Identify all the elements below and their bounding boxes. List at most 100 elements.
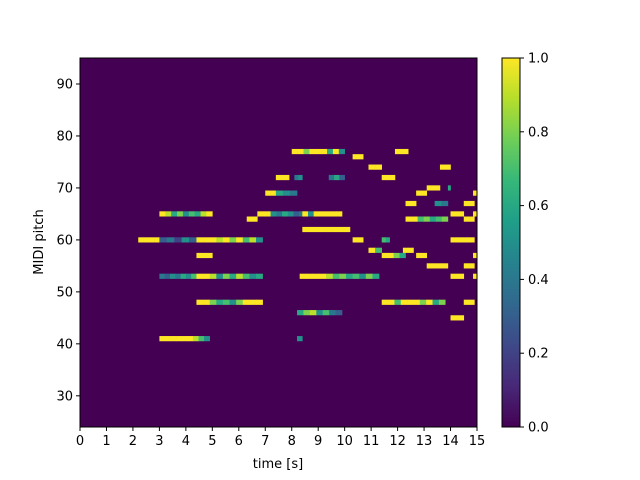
y-tick-label: 30: [56, 389, 73, 404]
note-cell: [236, 299, 244, 305]
note-cell: [381, 252, 388, 259]
note-cell: [463, 200, 470, 207]
colorbar-tick-label: 1.0: [528, 52, 549, 67]
note-cell: [357, 237, 364, 243]
note-cell: [191, 273, 197, 279]
note-cell: [399, 252, 406, 259]
note-cell: [463, 216, 470, 222]
x-tick-label: 0: [76, 434, 84, 449]
colorbar-tick-label: 0.0: [528, 421, 549, 436]
x-tick-label: 11: [363, 434, 380, 449]
note-cell: [325, 211, 331, 217]
note-cell: [303, 148, 310, 155]
note-cell: [345, 273, 353, 279]
note-cell: [265, 190, 271, 196]
note-cell: [405, 200, 412, 207]
note-cell: [401, 148, 409, 155]
note-cell: [222, 273, 230, 279]
note-cell: [154, 237, 160, 243]
note-cell: [282, 190, 291, 196]
note-cell: [282, 174, 290, 181]
note-cell: [216, 273, 224, 279]
note-cell: [138, 237, 144, 243]
note-cell: [194, 211, 201, 217]
note-cell: [411, 216, 418, 222]
note-cell: [204, 336, 210, 342]
note-cell: [306, 273, 314, 279]
x-axis-label: time [s]: [253, 457, 303, 472]
note-cell: [315, 148, 322, 155]
note-cell: [394, 148, 402, 155]
x-tick-label: 10: [336, 434, 353, 449]
x-tick-label: 1: [102, 434, 110, 449]
x-axis-ticks: 0 1 2 3 4 5 6 7 8 9 10 11 12 13 14 15: [76, 427, 485, 449]
note-cell: [256, 299, 263, 305]
note-cell: [287, 211, 294, 217]
note-cell: [159, 237, 168, 243]
note-cell: [450, 237, 457, 243]
note-cell: [192, 336, 199, 342]
note-cell: [309, 310, 317, 316]
note-cell: [297, 310, 304, 316]
note-cell: [419, 299, 427, 305]
note-cell: [164, 336, 171, 342]
note-cell: [203, 273, 210, 279]
note-cell: [275, 190, 284, 196]
note-cell: [439, 164, 446, 170]
note-cell: [372, 273, 380, 279]
note-cell: [410, 200, 417, 207]
note-cell: [335, 310, 343, 316]
note-cell: [438, 299, 446, 305]
note-cell: [326, 226, 333, 233]
note-cell: [263, 211, 271, 217]
x-tick-label: 5: [208, 434, 216, 449]
note-cell: [388, 299, 395, 305]
note-cell: [338, 148, 345, 155]
note-cell: [180, 273, 187, 279]
note-cell: [408, 247, 414, 253]
note-cell: [209, 273, 217, 279]
note-cell: [307, 211, 314, 217]
note-cell: [327, 148, 334, 155]
note-cell: [332, 226, 339, 233]
note-cell: [416, 190, 422, 196]
note-cell: [312, 273, 320, 279]
note-cell: [330, 211, 337, 217]
note-cell: [270, 211, 277, 217]
note-cell: [309, 148, 316, 155]
note-cell: [201, 252, 208, 259]
note-cell: [352, 273, 360, 279]
note-cell: [450, 315, 458, 321]
note-cell: [457, 315, 465, 321]
note-cell: [321, 148, 328, 155]
note-cell: [246, 216, 253, 222]
note-cell: [289, 190, 298, 196]
note-cell: [339, 273, 347, 279]
note-cell: [257, 211, 265, 217]
note-cell: [170, 336, 177, 342]
note-cell: [148, 237, 155, 243]
note-cell: [468, 237, 475, 243]
note-cell: [189, 237, 197, 243]
note-cell: [249, 237, 257, 243]
x-tick-label: 7: [261, 434, 269, 449]
y-axis-ticks: 30 40 50 60 70 80 90: [56, 77, 80, 404]
note-cell: [196, 299, 204, 305]
note-cell: [433, 263, 442, 269]
note-cell: [426, 185, 434, 191]
note-cell: [338, 226, 345, 233]
note-cell: [375, 164, 383, 170]
note-cell: [222, 299, 230, 305]
note-cell: [282, 211, 289, 217]
x-tick-label: 3: [155, 434, 163, 449]
note-cell: [229, 237, 237, 243]
note-cell: [426, 263, 435, 269]
note-cell: [188, 211, 195, 217]
colorbar-tick-label: 0.8: [528, 125, 549, 140]
note-cell: [209, 237, 217, 243]
note-cell: [344, 226, 351, 233]
note-cell: [222, 237, 230, 243]
note-cell: [473, 273, 478, 279]
note-cell: [187, 336, 194, 342]
